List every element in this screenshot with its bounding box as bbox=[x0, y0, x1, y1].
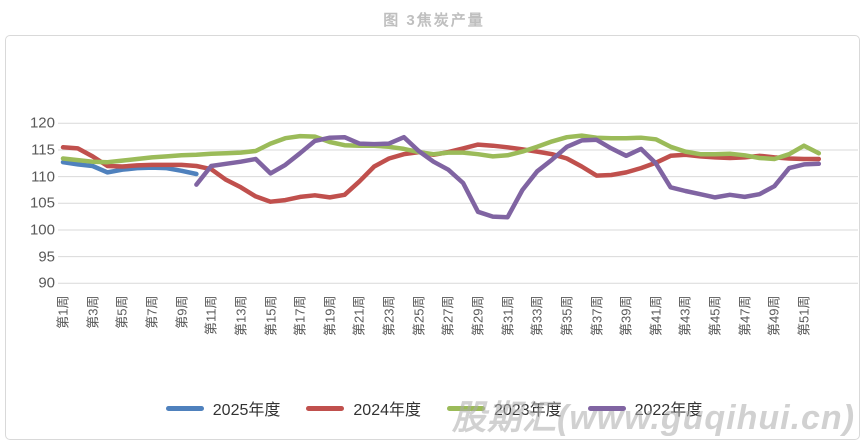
series-line-2022年度 bbox=[194, 134, 822, 220]
x-tick-label: 第45周 bbox=[707, 295, 723, 336]
x-tick-label: 第17周 bbox=[292, 295, 308, 336]
chart-frame bbox=[5, 35, 860, 440]
x-tick-label: 第33周 bbox=[529, 295, 545, 336]
x-tick-label: 第15周 bbox=[263, 295, 278, 336]
y-tick-label: 90 bbox=[38, 274, 55, 292]
legend-item-2023年度: 2023年度 bbox=[447, 396, 562, 420]
x-tick-label: 第5周 bbox=[114, 295, 130, 329]
legend-marker bbox=[447, 405, 485, 411]
x-tick-label: 第13周 bbox=[233, 295, 249, 336]
x-tick-label: 第3周 bbox=[85, 295, 101, 329]
x-tick-label: 第51周 bbox=[796, 295, 812, 336]
y-tick-label: 105 bbox=[29, 194, 55, 212]
y-tick-label: 120 bbox=[29, 114, 55, 132]
x-tick-label: 第49周 bbox=[766, 295, 782, 336]
legend-label: 2024年度 bbox=[353, 402, 421, 419]
x-tick-label: 第35周 bbox=[559, 295, 575, 336]
y-tick-label: 95 bbox=[38, 248, 55, 266]
legend-marker bbox=[306, 405, 345, 411]
legend-label: 2023年度 bbox=[494, 402, 562, 419]
x-tick-label: 第43周 bbox=[677, 295, 693, 336]
legend-marker bbox=[165, 405, 204, 411]
x-tick-label: 第21周 bbox=[351, 295, 367, 336]
x-tick-label: 第41周 bbox=[648, 295, 664, 336]
legend-item-2022年度: 2022年度 bbox=[587, 396, 703, 420]
x-tick-label: 第39周 bbox=[618, 295, 634, 336]
x-tick-label: 第25周 bbox=[411, 295, 427, 336]
x-tick-label: 第31周 bbox=[500, 295, 516, 336]
x-tick-label: 第9周 bbox=[174, 295, 190, 329]
legend: 2025年度 2024年度 2023年度 2022年度 bbox=[0, 396, 868, 420]
chart-title: 图 3焦炭产量 bbox=[383, 12, 485, 29]
x-tick-label: 第47周 bbox=[737, 295, 753, 336]
x-tick-label: 第23周 bbox=[381, 295, 397, 336]
y-tick-label: 115 bbox=[31, 141, 55, 159]
x-tick-label: 第7周 bbox=[144, 295, 160, 329]
series-line-2023年度 bbox=[60, 133, 822, 165]
legend-item-2024年度: 2024年度 bbox=[306, 396, 421, 420]
x-tick-label: 第27周 bbox=[440, 295, 456, 336]
x-tick-label: 第29周 bbox=[470, 295, 486, 336]
legend-item-2025年度: 2025年度 bbox=[165, 396, 281, 420]
x-tick-label: 第11周 bbox=[203, 295, 219, 336]
x-tick-label: 第37周 bbox=[589, 295, 604, 336]
legend-label: 2022年度 bbox=[634, 402, 703, 419]
series-line-2025年度 bbox=[60, 159, 199, 177]
y-tick-label: 100 bbox=[29, 221, 55, 239]
legend-marker bbox=[587, 405, 626, 411]
x-tick-label: 第19周 bbox=[322, 295, 338, 336]
legend-label: 2025年度 bbox=[212, 402, 281, 419]
y-tick-label: 110 bbox=[31, 168, 55, 186]
x-tick-label: 第1周 bbox=[55, 295, 71, 329]
